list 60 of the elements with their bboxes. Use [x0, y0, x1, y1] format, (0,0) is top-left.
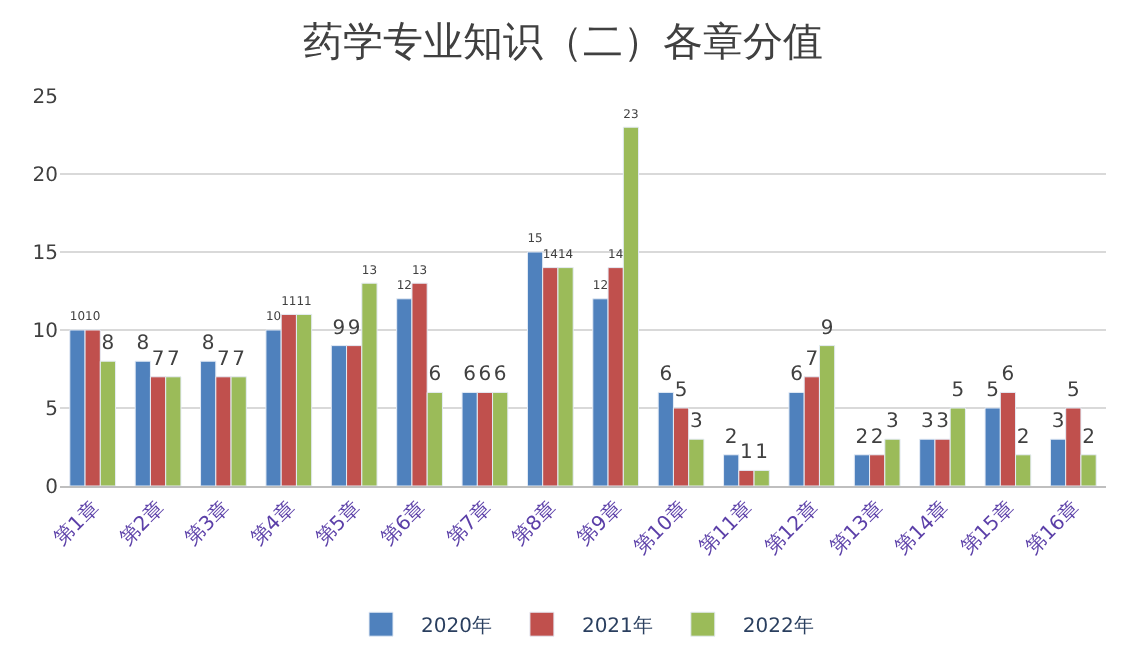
data-label: 2	[855, 426, 869, 449]
data-label: 5	[1066, 380, 1080, 402]
data-label: 7	[232, 348, 246, 371]
x-tick-label: 第3章	[180, 496, 235, 551]
x-tick-label: 第12章	[759, 496, 824, 560]
data-label: 6	[790, 364, 803, 387]
data-label: 8	[136, 333, 150, 356]
x-tick-label: 第15章	[955, 496, 1020, 560]
data-label: 1	[755, 442, 769, 465]
data-label: 2	[1016, 426, 1030, 449]
y-tick-label: 15	[32, 243, 58, 265]
data-label: 7	[151, 348, 165, 371]
x-tick-label: 第2章	[115, 496, 170, 551]
data-label: 7	[166, 348, 180, 371]
data-label: 6	[463, 364, 477, 387]
data-label: 3	[936, 411, 949, 434]
legend-label: 2021年	[581, 614, 653, 638]
x-tick-label: 第5章	[311, 496, 366, 551]
x-tick-label: 第13章	[825, 496, 889, 560]
y-tick-label: 10	[32, 321, 58, 343]
y-tick-label: 0	[45, 477, 58, 499]
data-label: 3	[886, 411, 899, 434]
data-label: 3	[920, 411, 934, 434]
x-tick-label: 第11章	[694, 496, 758, 560]
data-label: 2	[1082, 426, 1095, 449]
data-label: 7	[217, 348, 230, 371]
y-tick-label: 5	[45, 399, 58, 421]
y-tick-label: 20	[32, 165, 58, 187]
legend-label: 2022年	[742, 614, 814, 638]
data-label: 8	[101, 333, 115, 356]
x-tick-label: 第14章	[890, 496, 954, 560]
data-label: 8	[201, 333, 215, 356]
x-tick-label: 第16章	[1021, 496, 1085, 560]
data-label: 5	[951, 380, 965, 402]
y-tick-label: 25	[32, 87, 58, 109]
data-label: 6	[428, 364, 442, 387]
data-label: 6	[478, 364, 492, 387]
x-tick-label: 第8章	[507, 496, 562, 551]
data-label: 3	[689, 411, 703, 434]
legend-label: 2020年	[421, 614, 492, 638]
x-tick-label: 第1章	[49, 496, 104, 551]
x-tick-label: 第6章	[376, 496, 431, 551]
data-label: 7	[805, 348, 819, 371]
chart-title: 药学专业知识（二）各章分值	[303, 16, 823, 65]
x-tick-label: 第7章	[441, 496, 497, 551]
data-label: 2	[724, 426, 738, 449]
x-tick-label: 第4章	[245, 496, 301, 551]
data-label: 5	[674, 380, 688, 402]
data-label: 2	[870, 426, 884, 449]
data-label: 5	[986, 380, 1000, 402]
x-tick-label: 第10章	[629, 496, 693, 560]
data-label: 9	[332, 317, 346, 340]
data-label: 9	[820, 317, 834, 340]
x-tick-label: 第9章	[572, 496, 627, 551]
data-label: 6	[1001, 364, 1015, 387]
data-label: 3	[1051, 411, 1065, 434]
data-label: 9	[347, 317, 361, 340]
data-label: 6	[659, 364, 673, 387]
data-label: 1	[740, 442, 753, 465]
data-label: 6	[493, 364, 507, 387]
